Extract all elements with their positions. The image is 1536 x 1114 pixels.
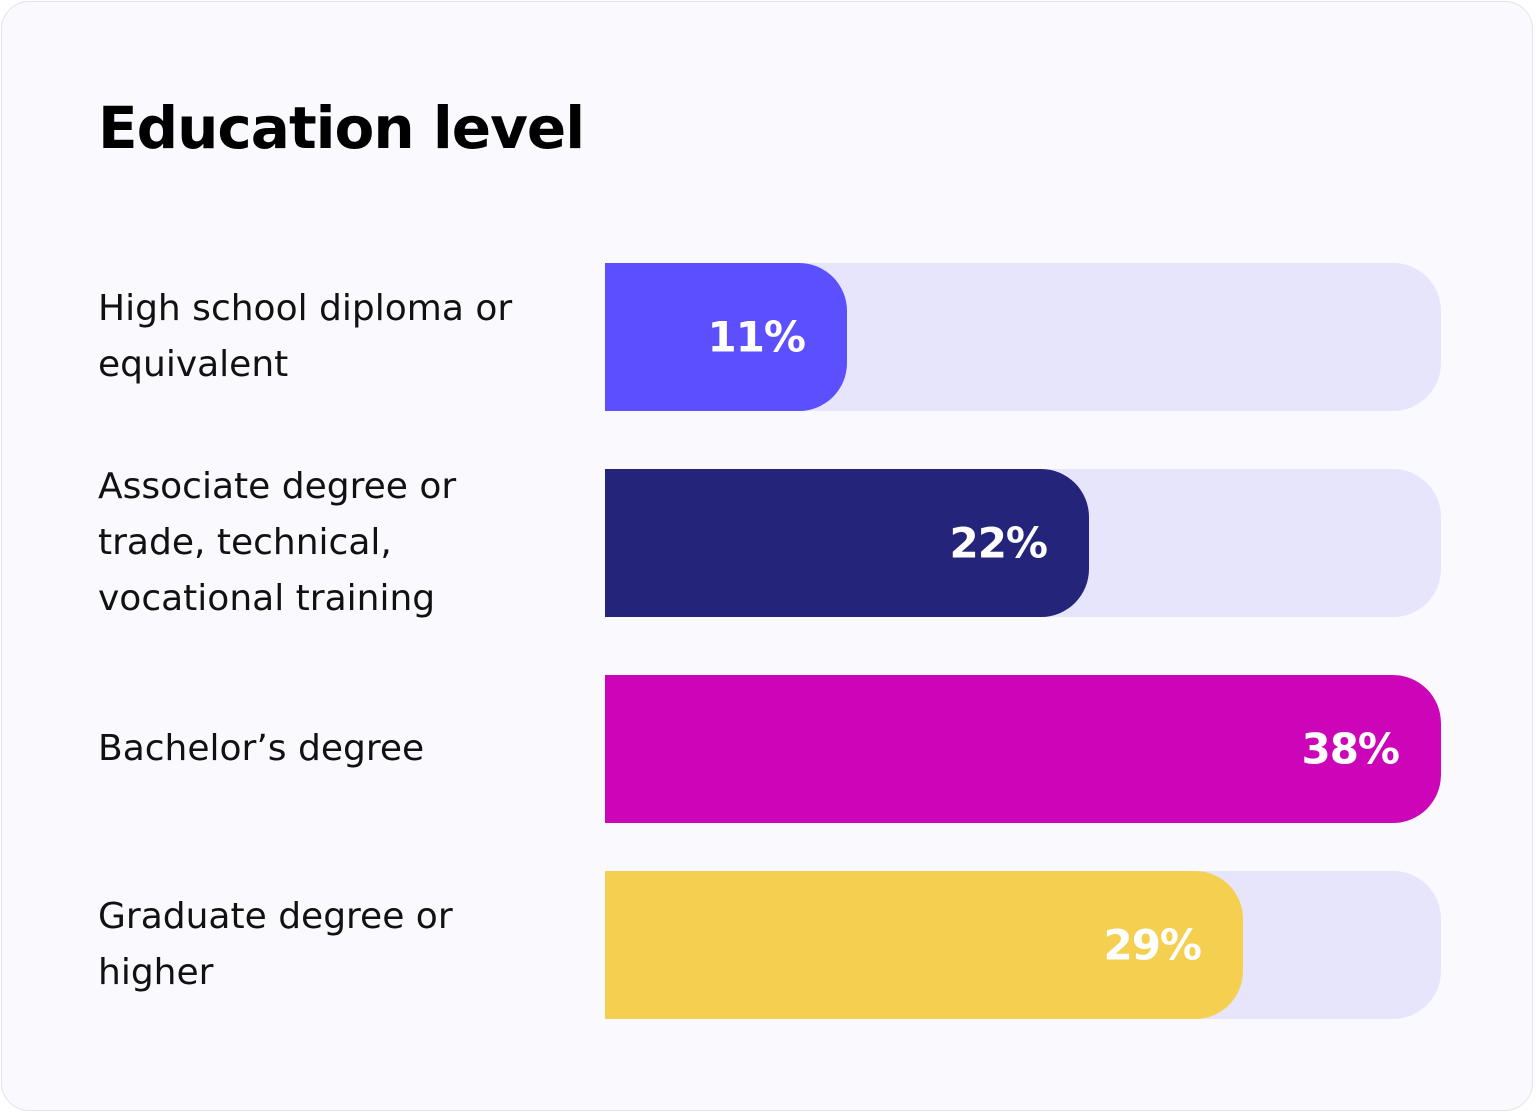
bar-track: 22% [605,469,1441,617]
bar-track: 11% [605,263,1441,411]
bar: 29% [605,871,1243,1019]
category-label: Bachelor’s degree [98,728,425,769]
bar: 11% [605,263,847,411]
category-label: High school diploma or equivalent [98,288,513,385]
bar-track: 29% [605,871,1441,1019]
chart-title: Education level [98,94,585,162]
value-label: 29% [1103,920,1202,970]
bar: 22% [605,469,1089,617]
value-label: 22% [949,518,1048,568]
value-label: 11% [707,312,806,362]
category-label: Associate degree or trade, technical, vo… [98,466,457,619]
bar: 38% [605,675,1441,823]
category-label: Graduate degree or higher [98,896,453,993]
bar-track: 38% [605,675,1441,823]
value-label: 38% [1301,724,1400,774]
